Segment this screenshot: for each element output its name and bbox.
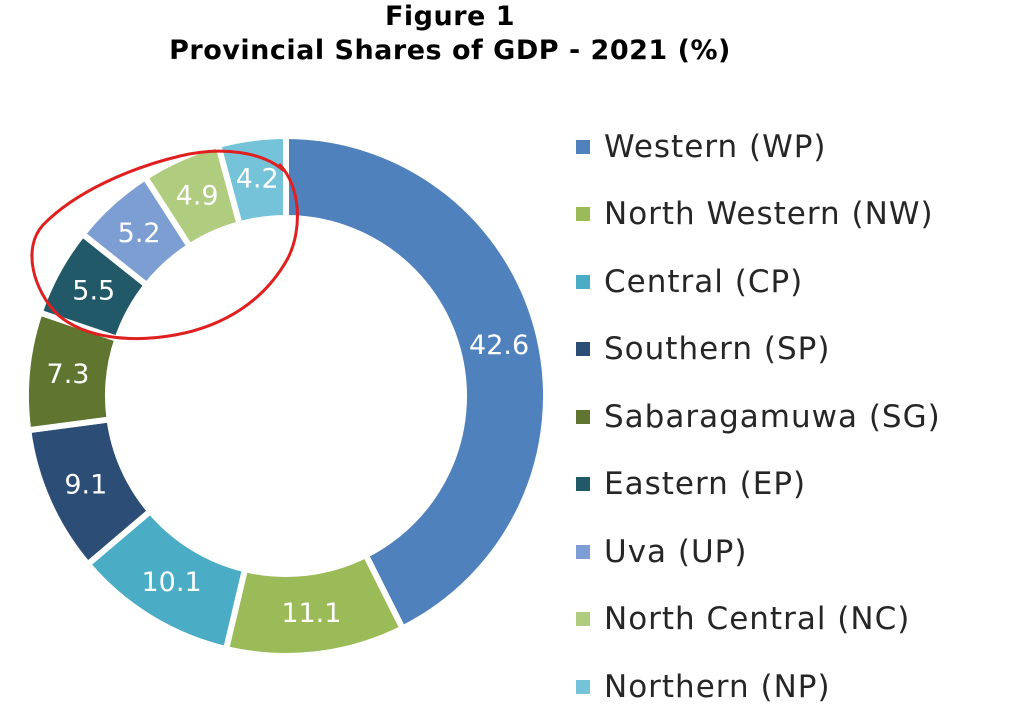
legend-item-eastern: Eastern (EP): [576, 451, 941, 519]
legend-label: North Central (NC): [604, 601, 911, 638]
legend-label: North Western (NW): [604, 196, 934, 233]
legend-item-central: Central (CP): [576, 248, 941, 316]
data-label-central: 10.1: [142, 567, 202, 598]
legend-swatch: [576, 139, 590, 154]
legend-swatch: [576, 342, 590, 357]
data-label-uva: 5.2: [118, 218, 161, 249]
legend-swatch: [576, 207, 590, 222]
chart-subtitle: Provincial Shares of GDP - 2021 (%): [169, 35, 731, 66]
legend-label: Central (CP): [604, 263, 804, 300]
donut-chart: 42.6 11.1 10.1 9.1 7.3 5.55.2 4.9 4.2: [23, 132, 549, 659]
donut-data-labels: 42.6 11.1 10.1 9.1 7.3 5.55.2 4.9 4.2: [47, 163, 530, 629]
legend-label: Southern (SP): [604, 331, 831, 368]
data-label-western: 42.6: [469, 330, 529, 361]
hand-drawn-highlight-circle: [30, 149, 299, 340]
legend-swatch: [576, 274, 590, 289]
legend-swatch: [576, 544, 590, 559]
legend-item-north-central: North Central (NC): [576, 586, 941, 654]
donut-slices: [23, 132, 549, 659]
data-label-north-western: 11.1: [281, 598, 341, 629]
legend-item-northern: Northern (NP): [576, 653, 941, 721]
legend-label: Northern (NP): [604, 668, 831, 705]
chart-legend: Western (WP) North Western (NW) Central (C…: [576, 113, 941, 721]
legend-swatch: [576, 679, 590, 694]
legend-item-uva: Uva (UP): [576, 518, 941, 586]
legend-swatch: [576, 612, 590, 627]
legend-swatch: [576, 409, 590, 424]
slice-northern: [214, 132, 289, 228]
legend-item-sabaragamuwa: Sabaragamuwa (SG): [576, 383, 941, 451]
legend-item-southern: Southern (SP): [576, 316, 941, 384]
data-label-southern: 9.1: [64, 469, 107, 500]
legend-swatch: [576, 477, 590, 492]
legend-label: Eastern (EP): [604, 466, 807, 503]
chart-title-block: Figure 1 Provincial Shares of GDP - 2021…: [0, 0, 900, 68]
data-label-eastern: 5.5: [72, 276, 115, 307]
legend-item-north-western: North Western (NW): [576, 181, 941, 249]
legend-label: Uva (UP): [604, 533, 748, 570]
legend-item-western: Western (WP): [576, 113, 941, 181]
legend-label: Sabaragamuwa (SG): [604, 398, 941, 435]
legend-label: Western (WP): [604, 128, 827, 165]
data-label-north-central: 4.9: [176, 180, 219, 211]
slice-western: [283, 132, 549, 633]
data-label-northern: 4.2: [236, 163, 279, 194]
chart-title: Figure 1: [384, 1, 516, 32]
data-label-sabaragamuwa: 7.3: [47, 359, 90, 390]
